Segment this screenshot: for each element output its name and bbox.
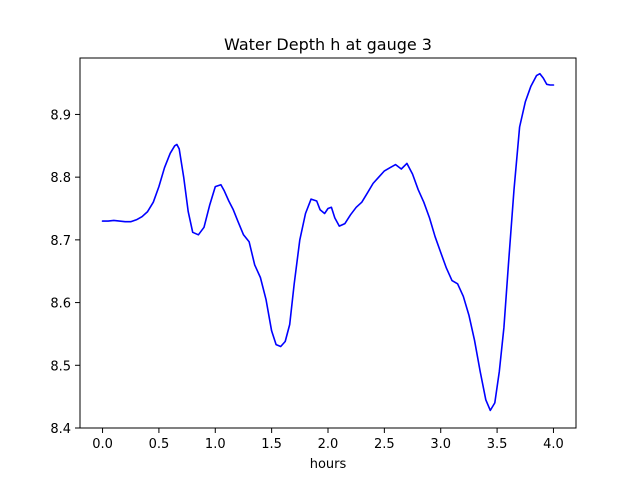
y-axis: 8.4 8.5 8.6 8.7 8.8 8.9 <box>50 108 80 437</box>
series-line <box>101 72 555 412</box>
y-tick-label: 8.9 <box>50 108 71 123</box>
x-tick-label: 1.5 <box>261 437 282 452</box>
x-axis-label: hours <box>310 457 347 472</box>
x-tick-label: 3.0 <box>430 437 451 452</box>
y-tick-label: 8.5 <box>50 359 71 374</box>
x-tick-label: 3.5 <box>487 437 508 452</box>
x-tick-label: 4.0 <box>543 437 564 452</box>
y-tick-label: 8.6 <box>50 297 71 312</box>
x-tick-label: 0.5 <box>149 437 170 452</box>
x-tick-label: 1.0 <box>205 437 226 452</box>
chart-title: Water Depth h at gauge 3 <box>224 35 432 54</box>
y-tick-label: 8.7 <box>50 234 71 249</box>
plot-frame <box>79 57 577 429</box>
x-tick-label: 2.0 <box>318 437 339 452</box>
y-tick-label: 8.4 <box>50 422 71 437</box>
y-tick-label: 8.8 <box>50 171 71 186</box>
x-tick-label: 2.5 <box>374 437 395 452</box>
x-axis: 0.0 0.5 1.0 1.5 2.0 2.5 3.0 3.5 4.0 <box>92 428 564 452</box>
series-layer <box>101 72 555 412</box>
x-tick-label: 0.0 <box>92 437 113 452</box>
